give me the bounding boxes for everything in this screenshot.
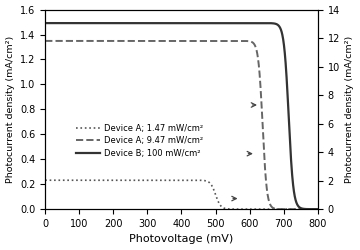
Line: Device A; 1.47 mW/cm²: Device A; 1.47 mW/cm² (45, 180, 318, 209)
Device A; 1.47 mW/cm² (307, 208, 312, 211)
Device A; 1.47 mW/cm² (43, 179, 48, 182)
Device A; 1.47 mW/cm² (316, 208, 320, 211)
Device B; 100 mW/cm² (57, 22, 61, 25)
Y-axis label: Photocurrent density (mA/cm²): Photocurrent density (mA/cm²) (346, 36, 355, 183)
Device A; 1.47 mW/cm² (308, 208, 312, 211)
Device A; 9.47 mW/cm² (168, 40, 173, 42)
Device A; 9.47 mW/cm² (176, 40, 180, 42)
Device A; 9.47 mW/cm² (308, 208, 312, 211)
Device A; 9.47 mW/cm² (258, 76, 262, 79)
Device B; 100 mW/cm² (316, 208, 320, 211)
Device B; 100 mW/cm² (168, 22, 173, 25)
Device B; 100 mW/cm² (307, 208, 312, 211)
Y-axis label: Photocurrent density (mA/cm²): Photocurrent density (mA/cm²) (5, 36, 14, 183)
Device B; 100 mW/cm² (43, 22, 48, 25)
Legend: Device A; 1.47 mW/cm², Device A; 9.47 mW/cm², Device B; 100 mW/cm²: Device A; 1.47 mW/cm², Device A; 9.47 mW… (74, 122, 206, 160)
Device A; 1.47 mW/cm² (57, 179, 61, 182)
Device A; 1.47 mW/cm² (176, 179, 180, 182)
Line: Device A; 9.47 mW/cm²: Device A; 9.47 mW/cm² (45, 41, 318, 209)
Line: Device B; 100 mW/cm²: Device B; 100 mW/cm² (45, 23, 318, 209)
Device A; 1.47 mW/cm² (311, 208, 315, 211)
Device A; 1.47 mW/cm² (258, 208, 262, 211)
Device A; 9.47 mW/cm² (307, 208, 312, 211)
Device A; 9.47 mW/cm² (57, 40, 61, 42)
Device B; 100 mW/cm² (258, 22, 262, 25)
Device A; 9.47 mW/cm² (316, 208, 320, 211)
Device B; 100 mW/cm² (176, 22, 180, 25)
Device A; 9.47 mW/cm² (43, 40, 48, 42)
Device A; 1.47 mW/cm² (168, 179, 173, 182)
Device B; 100 mW/cm² (308, 208, 312, 211)
X-axis label: Photovoltage (mV): Photovoltage (mV) (129, 234, 234, 244)
